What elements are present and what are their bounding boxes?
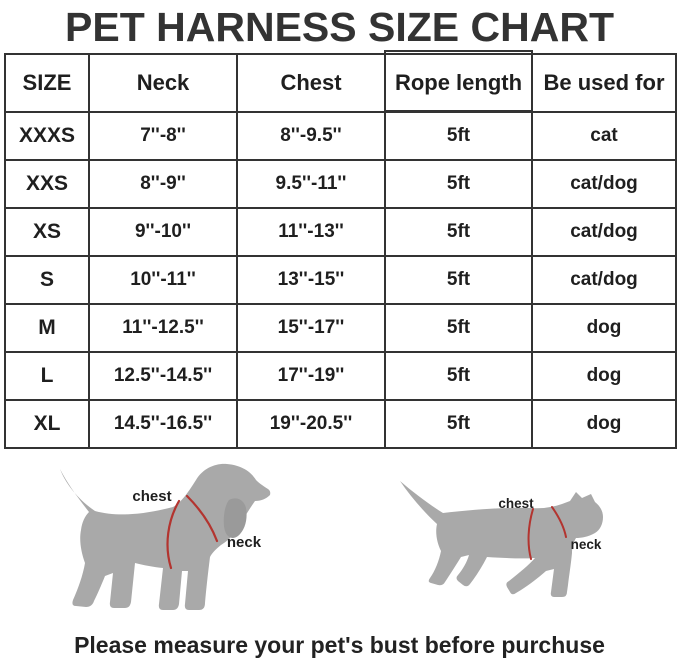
size-chart-table: SIZE Neck Chest Rope length Be used for … xyxy=(4,51,677,449)
cell-be-used-for: cat/dog xyxy=(531,159,677,209)
col-header-neck: Neck xyxy=(88,53,238,113)
table-row: M 11''-12.5'' 15''-17'' 5ft dog xyxy=(4,303,677,353)
cell-neck: 10''-11'' xyxy=(88,255,238,305)
cell-neck: 11''-12.5'' xyxy=(88,303,238,353)
table-row: XS 9''-10'' 11''-13'' 5ft cat/dog xyxy=(4,207,677,257)
cell-rope-length: 5ft xyxy=(384,399,533,449)
cat-silhouette xyxy=(400,481,603,597)
cell-size: XXS xyxy=(4,159,90,209)
cell-size: L xyxy=(4,351,90,401)
dog-chest-measure-line xyxy=(166,499,181,570)
cell-rope-length: 5ft xyxy=(384,351,533,401)
col-header-size: SIZE xyxy=(4,53,90,113)
col-header-be-used-for: Be used for xyxy=(531,53,677,113)
cell-neck: 12.5''-14.5'' xyxy=(88,351,238,401)
table-row: L 12.5''-14.5'' 17''-19'' 5ft dog xyxy=(4,351,677,401)
table-row: S 10''-11'' 13''-15'' 5ft cat/dog xyxy=(4,255,677,305)
cell-chest: 9.5''-11'' xyxy=(236,159,386,209)
cell-neck: 14.5''-16.5'' xyxy=(88,399,238,449)
cat-neck-label: neck xyxy=(571,537,602,552)
cell-size: XXXS xyxy=(4,111,90,161)
cell-be-used-for: cat/dog xyxy=(531,207,677,257)
cell-size: XS xyxy=(4,207,90,257)
dog-ear xyxy=(223,498,247,538)
cell-size: XL xyxy=(4,399,90,449)
header-row: SIZE Neck Chest Rope length Be used for xyxy=(4,51,677,113)
dog-chest-label: chest xyxy=(132,488,171,505)
cell-size: M xyxy=(4,303,90,353)
table-row: XL 14.5''-16.5'' 19''-20.5'' 5ft dog xyxy=(4,399,677,449)
measure-before-purchase-note: Please measure your pet's bust before pu… xyxy=(74,632,605,658)
cell-chest: 17''-19'' xyxy=(236,351,386,401)
cell-rope-length: 5ft xyxy=(384,207,533,257)
cell-rope-length: 5ft xyxy=(384,255,533,305)
cell-chest: 19''-20.5'' xyxy=(236,399,386,449)
cat-neck-measure-line xyxy=(551,506,567,538)
col-header-rope-length: Rope length xyxy=(384,51,534,113)
col-header-chest: Chest xyxy=(236,53,386,113)
cell-rope-length: 5ft xyxy=(384,159,533,209)
dog-silhouette xyxy=(60,463,271,610)
cell-neck: 9''-10'' xyxy=(88,207,238,257)
page-title: PET HARNESS SIZE CHART xyxy=(65,4,614,50)
cell-neck: 7''-8'' xyxy=(88,111,238,161)
measurement-diagrams: chest neck chest neck xyxy=(0,449,679,626)
cell-chest: 8''-9.5'' xyxy=(236,111,386,161)
cell-chest: 15''-17'' xyxy=(236,303,386,353)
cell-neck: 8''-9'' xyxy=(88,159,238,209)
cell-chest: 11''-13'' xyxy=(236,207,386,257)
cell-rope-length: 5ft xyxy=(384,303,533,353)
cat-measurement-diagram: chest neck xyxy=(400,481,603,597)
dog-neck-label: neck xyxy=(227,534,262,551)
cell-chest: 13''-15'' xyxy=(236,255,386,305)
cell-be-used-for: dog xyxy=(531,351,677,401)
table-row: XXXS 7''-8'' 8''-9.5'' 5ft cat xyxy=(4,111,677,161)
dog-neck-measure-line xyxy=(185,494,219,543)
cat-chest-label: chest xyxy=(498,496,534,511)
cell-be-used-for: cat/dog xyxy=(531,255,677,305)
cell-be-used-for: dog xyxy=(531,303,677,353)
dog-measurement-diagram: chest neck xyxy=(60,463,271,610)
cell-size: S xyxy=(4,255,90,305)
cat-chest-measure-line xyxy=(527,508,534,560)
table-row: XXS 8''-9'' 9.5''-11'' 5ft cat/dog xyxy=(4,159,677,209)
cell-be-used-for: dog xyxy=(531,399,677,449)
cell-rope-length: 5ft xyxy=(384,111,533,161)
cell-be-used-for: cat xyxy=(531,111,677,161)
